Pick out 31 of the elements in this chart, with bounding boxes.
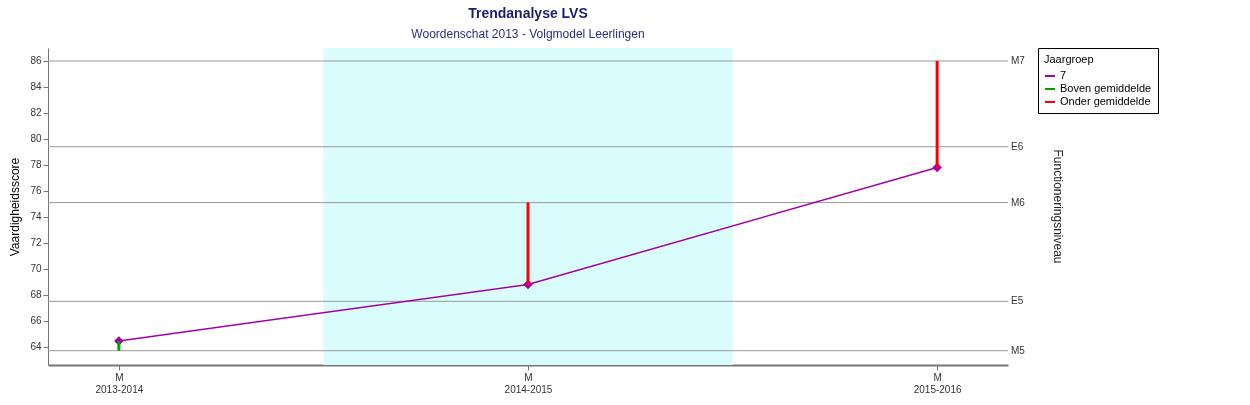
y2-axis-title: Functioneringsniveau [1051,149,1065,264]
y-tick-label: 80 [30,133,42,145]
ref-line-label: M5 [1011,344,1026,356]
bar [526,202,530,285]
legend-label: Onder gemiddelde [1060,95,1151,107]
x-tick-label: M 2014-2015 [504,371,553,395]
y-tick-label: 86 [30,55,42,67]
legend-label: 7 [1060,69,1067,81]
y-tick-label: 70 [30,263,42,275]
y-tick-label: 74 [30,211,42,223]
y-tick-label: 72 [30,237,42,249]
chart-title: Trendanalyse LVS [468,4,588,21]
y-axis-title: Vaardigheidsscore [8,157,23,257]
y-tick-label: 84 [30,81,42,93]
chart-subtitle: Woordenschat 2013 - Volgmodel Leerlingen [411,26,645,41]
legend-title: Jaargroep [1044,53,1094,65]
legend-label: Boven gemiddelde [1060,82,1152,94]
y-tick-label: 76 [30,185,42,197]
ref-line-label: M6 [1011,196,1026,208]
x-tick-label: M 2013-2014 [95,371,144,395]
x-tick-label: M 2015-2016 [913,371,962,395]
ref-line-label: E5 [1011,295,1024,307]
y-tick-label: 78 [30,159,42,171]
ref-line-label: E6 [1011,140,1024,152]
bar [935,60,939,168]
y-tick-label: 68 [30,289,42,301]
bar [117,340,121,351]
y-tick-label: 66 [30,315,42,327]
y-tick-label: 64 [30,341,42,353]
y-tick-label: 82 [30,107,42,119]
ref-line-label: M7 [1011,54,1026,66]
